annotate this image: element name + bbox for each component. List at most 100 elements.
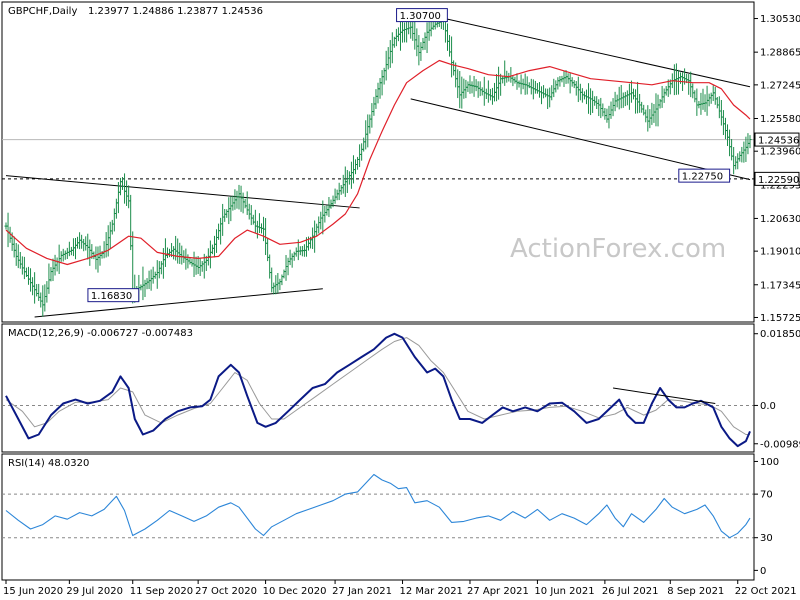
x-tick-label: 12 Mar 2021 (400, 586, 463, 597)
x-tick-label: 10 Dec 2020 (263, 586, 327, 597)
ohlc-bar (172, 246, 176, 260)
ohlc-bar (356, 156, 360, 170)
ohlc-bar (742, 141, 746, 163)
ohlc-bar (364, 120, 368, 150)
price-annotations: 1.30700 1.22750 1.16830 (87, 8, 731, 303)
ohlc-bar (488, 88, 492, 101)
x-axis: 15 Jun 2020 29 Jul 2020 11 Sep 2020 27 Oct … (3, 580, 797, 597)
ohlc-bar (6, 212, 10, 248)
ohlc-bar (417, 35, 421, 66)
ohlc-bar (574, 81, 578, 96)
ohlc-bar (165, 247, 169, 259)
ohlc-bar (55, 257, 59, 272)
ohlc-bar (474, 79, 478, 92)
x-tick-label: 27 Apr 2021 (467, 586, 529, 597)
ohlc-bar (45, 281, 49, 303)
ohlc-bar (374, 89, 378, 109)
ohlc-bar (22, 256, 26, 280)
ohlc-bar (284, 255, 288, 281)
ohlc-bar (325, 205, 329, 216)
ohlc-bar (29, 268, 33, 292)
ohlc-bar (221, 203, 225, 236)
ohlc-bar (345, 169, 349, 194)
ohlc-bar (57, 244, 61, 275)
ohlc-bar (84, 236, 88, 251)
ohlc-bar (253, 209, 257, 233)
ohlc-bar (613, 91, 617, 112)
x-tick-label: 27 Jan 2021 (332, 586, 392, 597)
ohlc-bar (368, 114, 372, 134)
ohlc-bar (568, 73, 572, 94)
ohlc-bar (476, 81, 480, 98)
ohlc-bar (317, 216, 321, 234)
rsi-y-tick-label: 100 (760, 457, 779, 468)
price-annotation-label: 1.30700 (400, 11, 441, 22)
macd-y-tick-label: -0.009891 (760, 439, 800, 450)
ohlc-bar (272, 282, 276, 295)
price-y-tick-label: 1.17345 (760, 280, 800, 291)
ohlc-bar (20, 256, 24, 275)
ohlc-bar (458, 71, 462, 109)
ohlc-bar (245, 191, 249, 215)
price-annotation-label-box (396, 8, 448, 23)
ohlc-bar (194, 256, 198, 275)
ohlc-bar (605, 108, 609, 123)
ohlc-bar (153, 271, 157, 279)
ohlc-bar (341, 174, 345, 194)
price-y-tick-label: 1.30530 (760, 14, 800, 25)
x-tick-label: 10 Jun 2021 (534, 586, 594, 597)
ohlc-bar (611, 98, 615, 117)
ohlc-bar (482, 76, 486, 106)
ohlc-bars (4, 10, 752, 317)
ohlc-bar (627, 83, 631, 110)
price-panel-frame (1, 1, 755, 323)
ohlc-bar (192, 251, 196, 278)
ohlc-bar (71, 238, 75, 257)
ohlc-bar (278, 278, 282, 291)
ohlc-bar (462, 78, 466, 99)
price-y-tick-label: 1.27245 (760, 80, 800, 91)
ohlc-bar (145, 278, 149, 290)
ohlc-bar (315, 223, 319, 237)
ohlc-bar (215, 229, 219, 253)
ohlc-bar (740, 146, 744, 163)
ohlc-bar (294, 247, 298, 257)
ohlc-bar (270, 267, 274, 293)
rsi-panel-frame (1, 453, 755, 581)
ohlc-bar (519, 74, 523, 95)
ohlc-bar (176, 238, 180, 264)
ohlc-bar (456, 69, 460, 99)
ohlc-bar (615, 94, 619, 108)
ohlc-bar (12, 236, 16, 258)
trendline (34, 288, 323, 318)
ohlc-bar (599, 97, 603, 119)
ohlc-bar (319, 211, 323, 230)
ohlc-bar (452, 60, 456, 76)
ohlc-bar (251, 214, 255, 225)
ohlc-bar (687, 74, 691, 95)
ohlc-bar (223, 208, 227, 222)
macd-y-axis: 0.018508 0.0 -0.009891 (753, 324, 800, 452)
support-level-tag-box (754, 171, 800, 186)
ohlc-bar (662, 88, 666, 103)
macd-line (5, 332, 751, 448)
support-level-tag: 1.22590 (758, 175, 799, 186)
ohlc-bar (69, 246, 73, 256)
ohlc-bar (110, 219, 114, 235)
ohlc-bar (339, 185, 343, 195)
ohlc-bar (535, 83, 539, 94)
ohlc-bar (61, 248, 65, 262)
ohlc-bar (537, 82, 541, 98)
macd-y-tick-label: 0.018508 (760, 329, 800, 340)
ohlc-bar (509, 67, 513, 83)
ohlc-bar (580, 88, 584, 103)
ohlc-bar (726, 124, 730, 146)
ohlc-bar (717, 96, 721, 119)
ohlc-bar (86, 233, 90, 260)
ohlc-bar (570, 77, 574, 87)
ohlc-bar (548, 87, 552, 108)
ohlc-bar (623, 91, 627, 107)
ohlc-bar (241, 192, 245, 214)
ohlc-bar (413, 20, 417, 50)
ohlc-bar (638, 93, 642, 113)
